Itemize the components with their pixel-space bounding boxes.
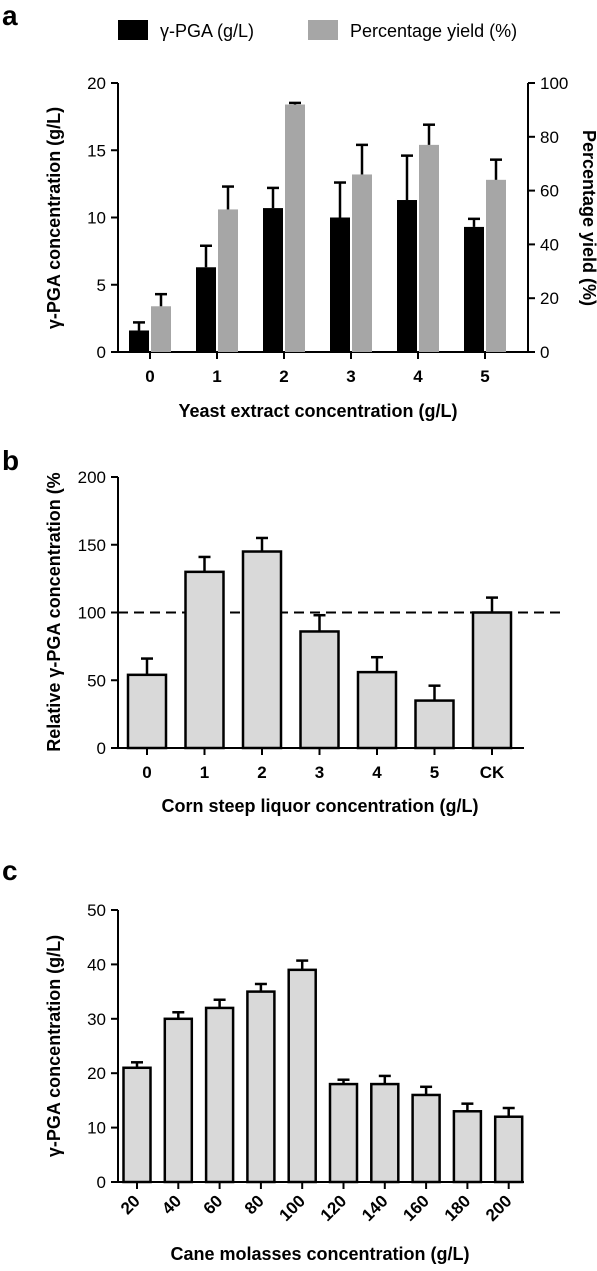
panel-a-y-tick-label-1: 5 [97, 276, 106, 295]
panel-c-marks: 20 40 60 80 100 120 140 160 180 200 0 10 20 30 40 50 [87, 901, 524, 1225]
legend-label-pga: γ-PGA (g/L) [160, 21, 254, 41]
panel-b-marks: 0 1 2 3 4 5 CK 0 50 100 150 200 [78, 468, 513, 782]
panel-c-y-tick-label-4: 40 [87, 955, 106, 974]
panel-a-y-tick-label-0: 0 [97, 343, 106, 362]
bar-120 [328, 1082, 359, 1184]
bar-180 [452, 1110, 483, 1184]
panel-letter-b: b [2, 445, 19, 476]
bar-2 [241, 550, 283, 750]
panel-letter-a: a [2, 0, 18, 31]
bar-160 [411, 1093, 441, 1184]
panel-b-ylabel: Relative γ-PGA concentration (% [44, 472, 64, 751]
panel-a-y-tick-label-3: 15 [87, 141, 106, 160]
bar-CK [471, 611, 513, 750]
bar-yield-5 [486, 179, 506, 352]
panel-b-y-tick-label-3: 150 [78, 536, 106, 555]
panel-b-xlabel: Corn steep liquor concentration (g/L) [161, 796, 478, 816]
bar-yield-2 [285, 104, 305, 353]
bar-100 [287, 968, 317, 1184]
panel-c-y-tick-label-1: 10 [87, 1119, 106, 1138]
bar-1 [184, 570, 225, 750]
panel-b-y-tick-label-4: 200 [78, 468, 106, 487]
x-tick-label-200: 200 [482, 1191, 515, 1224]
panel-b-y-tick-label-2: 100 [78, 604, 106, 623]
x-tick-label-40: 40 [158, 1191, 185, 1218]
panel-a-y2-tick-label-3: 60 [540, 182, 559, 201]
bar-20 [122, 1066, 152, 1184]
bar-60 [204, 1006, 235, 1184]
x-tick-label-3: 3 [315, 763, 324, 782]
bar-yield-0 [151, 306, 171, 352]
bar-yield-1 [218, 209, 238, 352]
x-tick-label-0: 0 [145, 367, 154, 386]
x-tick-label-4: 4 [372, 763, 382, 782]
bar-4 [356, 670, 398, 750]
bar-pga-1 [196, 267, 216, 352]
x-tick-label-3: 3 [346, 367, 355, 386]
panel-a-y2-tick-label-0: 0 [540, 343, 549, 362]
bar-pga-0 [129, 330, 149, 352]
x-tick-label-5: 5 [430, 763, 439, 782]
panel-a-y-tick-label-4: 20 [87, 74, 106, 93]
panel-a-xlabel: Yeast extract concentration (g/L) [178, 401, 457, 421]
panel-a-y-tick-label-2: 10 [87, 209, 106, 228]
x-tick-label-4: 4 [413, 367, 423, 386]
x-tick-label-140: 140 [358, 1191, 391, 1224]
x-tick-label-1: 1 [200, 763, 209, 782]
x-tick-label-5: 5 [480, 367, 489, 386]
bar-80 [246, 990, 276, 1184]
bar-140 [370, 1082, 400, 1184]
x-tick-label-CK: CK [480, 763, 505, 782]
panel-letter-c: c [2, 855, 18, 886]
panel-c-y-tick-label-2: 20 [87, 1064, 106, 1083]
x-tick-label-100: 100 [276, 1191, 309, 1224]
x-tick-label-180: 180 [441, 1191, 474, 1224]
x-tick-label-120: 120 [317, 1191, 350, 1224]
x-tick-label-60: 60 [200, 1191, 227, 1218]
panel-c-y-tick-label-5: 50 [87, 901, 106, 920]
panel-a-marks: 0 1 2 3 4 5 0 5 10 15 20 0 20 40 60 80 100 [87, 74, 568, 386]
panel-c-y-tick-label-3: 30 [87, 1010, 106, 1029]
panel-a-y2-tick-label-4: 80 [540, 128, 559, 147]
x-tick-label-2: 2 [257, 763, 266, 782]
bar-pga-5 [464, 226, 484, 352]
x-tick-label-0: 0 [142, 763, 151, 782]
bar-3 [299, 630, 340, 750]
panel-a-ylabel: γ-PGA concentration (g/L) [44, 107, 64, 329]
bar-pga-2 [263, 208, 283, 352]
panel-b-y-tick-label-0: 0 [97, 739, 106, 758]
panel-a-y2-tick-label-2: 40 [540, 235, 559, 254]
panel-c-ylabel: γ-PGA concentration (g/L) [44, 935, 64, 1157]
bar-5 [414, 699, 455, 750]
x-tick-label-2: 2 [279, 367, 288, 386]
bar-40 [163, 1017, 194, 1184]
x-tick-label-80: 80 [241, 1191, 268, 1218]
panel-a-y2-tick-label-5: 100 [540, 74, 568, 93]
bar-yield-3 [352, 174, 372, 352]
panel-c-y-tick-label-0: 0 [97, 1173, 106, 1192]
legend-swatch-pga [118, 20, 148, 40]
bar-0 [126, 673, 168, 750]
bar-pga-4 [397, 200, 417, 352]
panel-a-y2-tick-label-1: 20 [540, 289, 559, 308]
panel-c-xlabel: Cane molasses concentration (g/L) [170, 1244, 469, 1264]
panel-b-y-tick-label-1: 50 [87, 671, 106, 690]
legend-swatch-yield [308, 20, 338, 40]
legend-label-yield: Percentage yield (%) [350, 21, 517, 41]
panel-a-y2label: Percentage yield (%) [579, 130, 597, 306]
x-tick-label-1: 1 [212, 367, 221, 386]
bar-yield-4 [419, 144, 439, 352]
x-tick-label-20: 20 [117, 1191, 144, 1218]
x-tick-label-160: 160 [399, 1191, 432, 1224]
bar-200 [493, 1115, 524, 1184]
bar-pga-3 [330, 217, 350, 352]
